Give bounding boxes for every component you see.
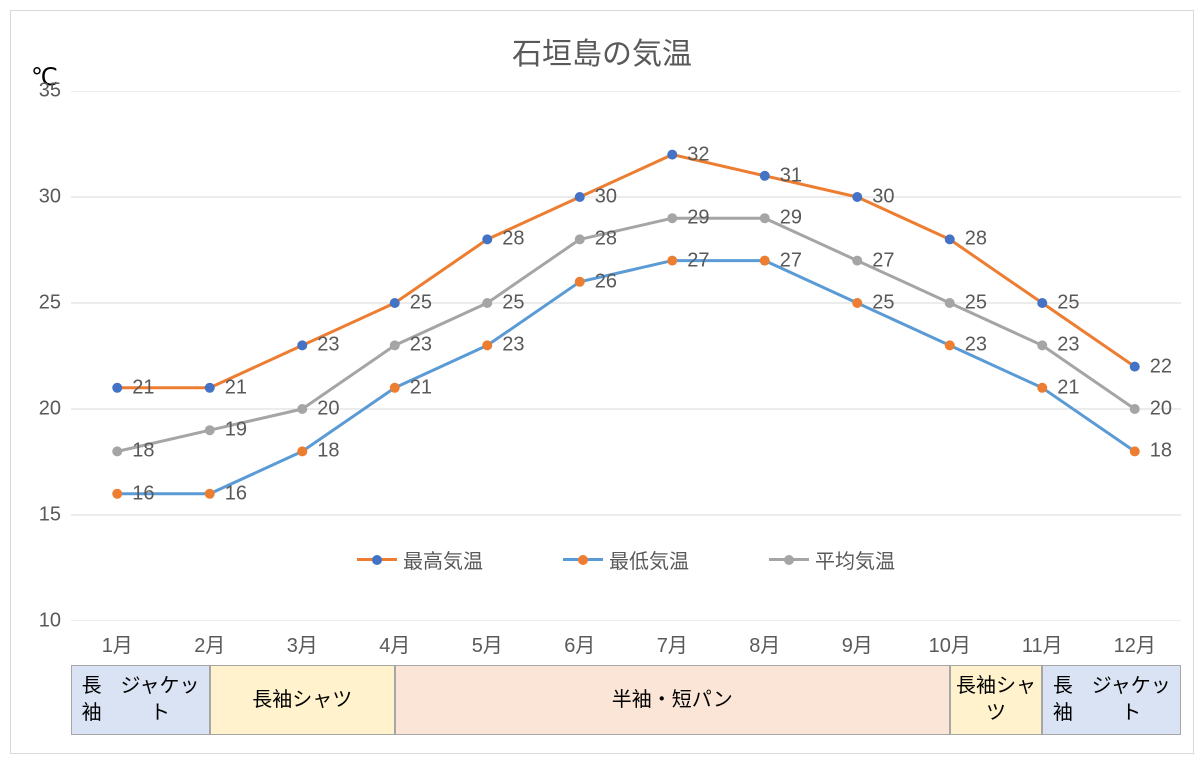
legend-label: 最高気温 xyxy=(403,545,483,574)
data-label: 21 xyxy=(410,376,432,399)
clothing-band: 長袖シャツ xyxy=(950,665,1043,735)
x-tick-label: 6月 xyxy=(564,629,595,658)
x-tick-label: 12月 xyxy=(1114,629,1156,658)
data-label: 27 xyxy=(780,249,802,272)
chart-title: 石垣島の気温 xyxy=(11,29,1193,73)
clothing-band: 半袖・短パン xyxy=(395,665,950,735)
data-label: 21 xyxy=(225,376,247,399)
legend-marker xyxy=(784,555,794,565)
data-label: 20 xyxy=(1150,398,1172,421)
legend-marker xyxy=(372,555,382,565)
chart-container: 石垣島の気温 ℃ 1015202530351月2月3月4月5月6月7月8月9月1… xyxy=(10,10,1194,754)
legend-label: 最低気温 xyxy=(609,545,689,574)
data-label: 16 xyxy=(132,482,154,505)
clothing-band: 長袖シャツ xyxy=(210,665,395,735)
data-label: 18 xyxy=(1150,440,1172,463)
data-label: 23 xyxy=(502,334,524,357)
y-tick-label: 25 xyxy=(39,292,61,315)
data-label: 29 xyxy=(687,207,709,230)
x-tick-label: 7月 xyxy=(657,629,688,658)
y-tick-label: 30 xyxy=(39,186,61,209)
data-label: 23 xyxy=(317,334,339,357)
data-label: 25 xyxy=(410,292,432,315)
data-label: 28 xyxy=(965,228,987,251)
clothing-band-row: 長袖ジャケット長袖シャツ半袖・短パン長袖シャツ長袖ジャケット xyxy=(71,665,1181,735)
data-label: 25 xyxy=(965,292,987,315)
data-label: 23 xyxy=(1057,334,1079,357)
data-label: 18 xyxy=(317,440,339,463)
data-label: 26 xyxy=(595,270,617,293)
data-label: 32 xyxy=(687,143,709,166)
x-tick-label: 10月 xyxy=(929,629,971,658)
data-label: 28 xyxy=(595,228,617,251)
y-tick-label: 35 xyxy=(39,80,61,103)
x-tick-label: 1月 xyxy=(102,629,133,658)
data-label: 21 xyxy=(132,376,154,399)
legend-swatch xyxy=(769,558,809,561)
data-label: 29 xyxy=(780,207,802,230)
y-tick-label: 20 xyxy=(39,398,61,421)
data-label: 19 xyxy=(225,419,247,442)
data-label: 16 xyxy=(225,482,247,505)
x-tick-label: 2月 xyxy=(194,629,225,658)
legend: 最高気温 最低気温 平均気温 xyxy=(71,545,1181,574)
data-label: 30 xyxy=(595,186,617,209)
legend-item: 最高気温 xyxy=(357,545,483,574)
x-tick-label: 4月 xyxy=(379,629,410,658)
data-label: 22 xyxy=(1150,355,1172,378)
y-tick-label: 15 xyxy=(39,504,61,527)
data-label: 23 xyxy=(410,334,432,357)
data-label: 20 xyxy=(317,398,339,421)
data-label: 27 xyxy=(872,249,894,272)
data-label: 25 xyxy=(872,292,894,315)
clothing-band: 長袖ジャケット xyxy=(1042,665,1181,735)
data-label: 30 xyxy=(872,186,894,209)
data-label: 18 xyxy=(132,440,154,463)
plot-area: 1015202530351月2月3月4月5月6月7月8月9月10月11月12月2… xyxy=(71,91,1181,621)
legend-swatch xyxy=(357,558,397,561)
x-tick-label: 8月 xyxy=(749,629,780,658)
data-label: 25 xyxy=(502,292,524,315)
data-label: 23 xyxy=(965,334,987,357)
clothing-band: 長袖ジャケット xyxy=(71,665,210,735)
legend-label: 平均気温 xyxy=(815,545,895,574)
x-tick-label: 9月 xyxy=(842,629,873,658)
data-label: 25 xyxy=(1057,292,1079,315)
y-tick-label: 10 xyxy=(39,610,61,633)
data-label: 27 xyxy=(687,249,709,272)
legend-swatch xyxy=(563,558,603,561)
x-tick-label: 11月 xyxy=(1022,629,1063,658)
legend-item: 平均気温 xyxy=(769,545,895,574)
x-tick-label: 5月 xyxy=(472,629,503,658)
data-label: 31 xyxy=(780,164,802,187)
x-tick-label: 3月 xyxy=(287,629,318,658)
data-label: 21 xyxy=(1057,376,1079,399)
legend-marker xyxy=(578,555,588,565)
data-label: 28 xyxy=(502,228,524,251)
legend-item: 最低気温 xyxy=(563,545,689,574)
